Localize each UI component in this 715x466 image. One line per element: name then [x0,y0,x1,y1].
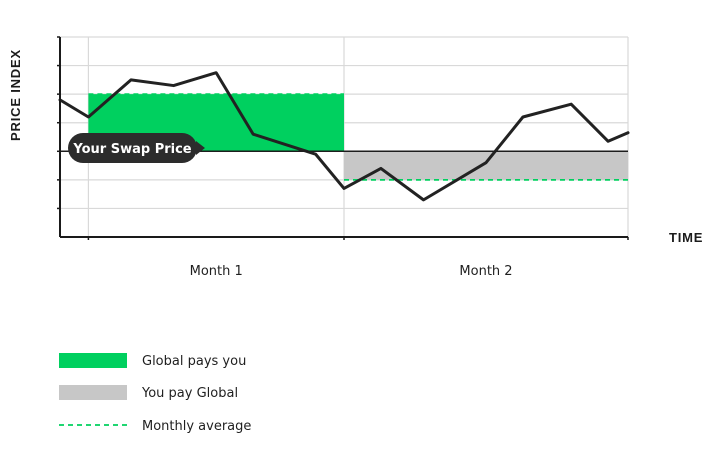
price-index-point [130,78,133,81]
price-index-point [252,133,255,136]
swap-price-label: Your Swap Price [72,142,191,157]
month-2-label: Month 2 [459,264,512,279]
series-line-layer [58,71,630,202]
legend-layer: Global pays you You pay Global Monthly ave… [59,353,251,434]
month-1-label: Month 1 [190,264,243,279]
price-index-point [379,167,382,170]
legend-label-1: Global pays you [142,354,246,369]
x-axis-title: TIME [669,230,703,245]
price-index-series-line [58,71,630,202]
swap-price-callout [68,133,197,163]
legend-green-swatch [59,353,127,368]
price-index-point [215,71,218,74]
price-index-point [521,116,524,119]
price-index-point [570,103,573,106]
y-axis-title: PRICE INDEX [8,49,23,141]
price-index-point [87,116,90,119]
price-index-point [172,84,175,87]
monthly-average-layer [88,93,628,181]
price-index-point [343,187,346,190]
labels-layer: PRICE INDEX TIME Month 1 Month 2 [8,49,703,279]
legend-label-3: Monthly average [142,419,251,434]
swap-price-callout-pointer [196,141,205,155]
callout-layer: Your Swap Price [68,133,205,163]
price-index-point [314,153,317,156]
price-index-point [485,161,488,164]
legend-label-2: You pay Global [141,386,238,401]
price-index-point [422,198,425,201]
price-index-point [607,140,610,143]
legend-gray-swatch [59,385,127,400]
price-index-point [627,131,630,134]
you-pay-global-area [344,151,628,180]
